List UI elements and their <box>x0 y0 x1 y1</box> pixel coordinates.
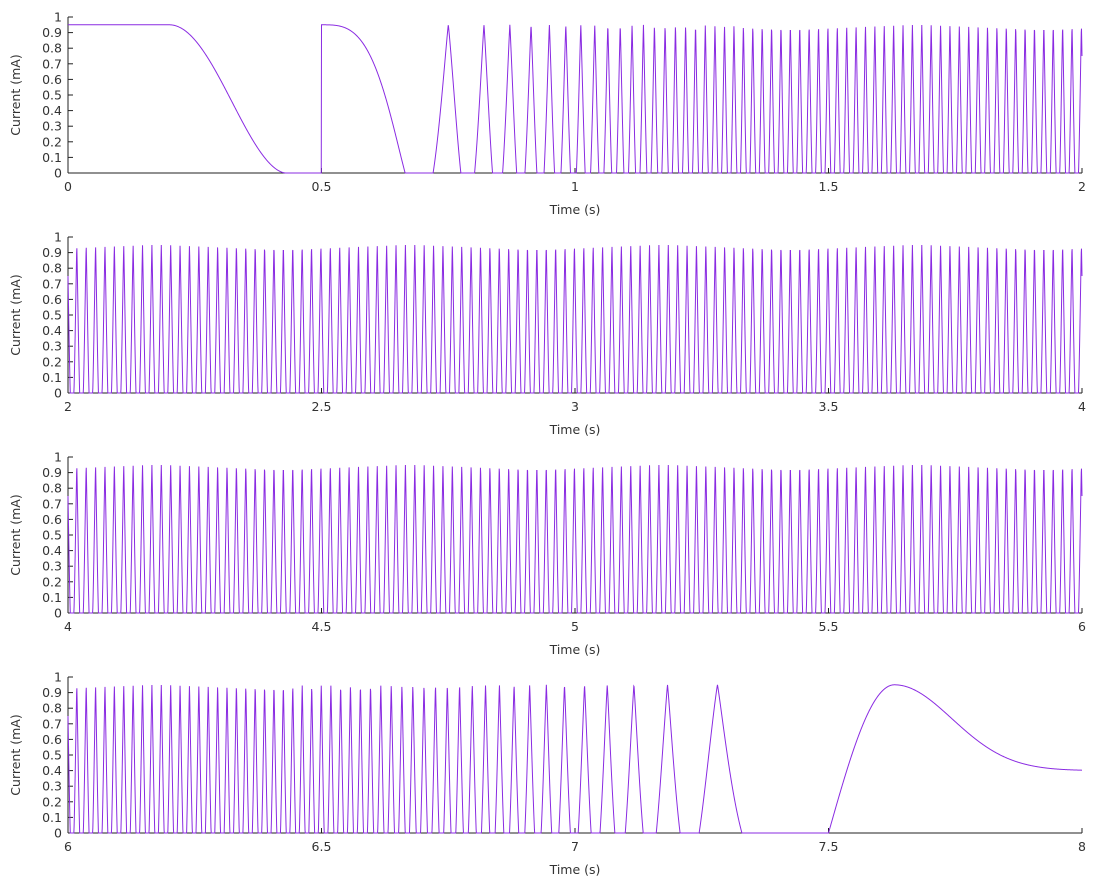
x-tick-label: 2.5 <box>312 399 332 414</box>
x-tick-label: 6.5 <box>312 839 332 854</box>
y-tick-label: 0.2 <box>42 574 62 589</box>
x-tick-label: 4 <box>64 619 72 634</box>
y-tick-label: 0.5 <box>42 88 62 103</box>
panel-3: 00.10.20.30.40.50.60.70.80.91 4 4.5 5 5.5 6 Ti… <box>8 450 1086 658</box>
y-tick-label: 0.3 <box>42 119 62 134</box>
y-tick-label: 0.2 <box>42 354 62 369</box>
x-axis-label: Time (s) <box>549 862 601 877</box>
x-axis-label: Time (s) <box>549 202 601 217</box>
y-tick-label: 0.6 <box>42 732 62 747</box>
x-tick-label: 7 <box>571 839 579 854</box>
y-tick-label: 1 <box>54 450 62 465</box>
x-tick-label: 5 <box>571 619 579 634</box>
y-tick-label: 0.4 <box>42 103 62 118</box>
y-axis-label: Current (mA) <box>8 494 23 575</box>
x-tick-label: 6 <box>64 839 72 854</box>
y-tick-label: 0.6 <box>42 292 62 307</box>
x-tick-label: 3 <box>571 399 579 414</box>
x-tick-label: 8 <box>1078 839 1086 854</box>
y-tick-label: 0 <box>54 826 62 841</box>
x-tick-label: 1.5 <box>819 179 839 194</box>
series-line <box>68 24 1083 174</box>
series-line <box>67 684 1082 834</box>
y-tick-label: 0.9 <box>42 685 62 700</box>
y-tick-label: 0.3 <box>42 339 62 354</box>
y-tick-label: 0.1 <box>42 810 62 825</box>
y-tick-label: 0 <box>54 386 62 401</box>
x-axis-label: Time (s) <box>549 642 601 657</box>
y-tick-label: 0.7 <box>42 276 62 291</box>
y-tick-label: 0.1 <box>42 590 62 605</box>
y-tick-label: 0.1 <box>42 150 62 165</box>
y-tick-label: 0.9 <box>42 465 62 480</box>
y-axis-label: Current (mA) <box>8 714 23 795</box>
y-tick-label: 0.8 <box>42 481 62 496</box>
x-tick-label: 7.5 <box>819 839 839 854</box>
y-tick-label: 0.8 <box>42 701 62 716</box>
y-tick-label: 0.8 <box>42 41 62 56</box>
y-tick-label: 0.5 <box>42 748 62 763</box>
x-tick-label: 5.5 <box>819 619 839 634</box>
y-tick-label: 0.5 <box>42 528 62 543</box>
y-tick-label: 0.4 <box>42 323 62 338</box>
y-axis-label: Current (mA) <box>8 274 23 355</box>
y-tick-label: 0 <box>54 166 62 181</box>
y-tick-label: 0.8 <box>42 261 62 276</box>
y-tick-label: 0.7 <box>42 56 62 71</box>
y-tick-label: 0.4 <box>42 543 62 558</box>
y-tick-label: 1 <box>54 10 62 25</box>
y-tick-label: 1 <box>54 670 62 685</box>
y-tick-label: 0.5 <box>42 308 62 323</box>
panel-4: 00.10.20.30.40.50.60.70.80.91 6 6.5 7 7.5 8 Ti… <box>8 670 1086 878</box>
x-tick-label: 0 <box>64 179 72 194</box>
y-axis-label: Current (mA) <box>8 54 23 135</box>
x-tick-label: 2 <box>64 399 72 414</box>
panel-1: 00.10.20.30.40.50.60.70.80.910 0.5 1 1.5 2Ti… <box>8 10 1086 218</box>
y-tick-label: 0.2 <box>42 794 62 809</box>
x-tick-label: 6 <box>1078 619 1086 634</box>
y-tick-label: 0.9 <box>42 25 62 40</box>
y-tick-label: 1 <box>54 230 62 245</box>
y-tick-label: 0.3 <box>42 559 62 574</box>
y-tick-label: 0.4 <box>42 763 62 778</box>
y-tick-label: 0.3 <box>42 779 62 794</box>
x-axis-label: Time (s) <box>549 422 601 437</box>
x-tick-label: 2 <box>1078 179 1086 194</box>
y-tick-label: 0.6 <box>42 512 62 527</box>
x-tick-label: 3.5 <box>819 399 839 414</box>
y-tick-label: 0.6 <box>42 72 62 87</box>
x-tick-label: 1 <box>571 179 579 194</box>
y-tick-label: 0.2 <box>42 134 62 149</box>
x-tick-label: 4 <box>1078 399 1086 414</box>
y-tick-label: 0 <box>54 606 62 621</box>
y-tick-label: 0.1 <box>42 370 62 385</box>
y-tick-label: 0.7 <box>42 716 62 731</box>
x-tick-label: 0.5 <box>312 179 332 194</box>
y-tick-label: 0.7 <box>42 496 62 511</box>
series-line <box>67 244 1083 394</box>
y-tick-label: 0.9 <box>42 245 62 260</box>
x-tick-label: 4.5 <box>312 619 332 634</box>
series-line <box>67 464 1083 614</box>
panel-2: 00.10.20.30.40.50.60.70.80.91 2 2.5 3 3.5 4 Ti… <box>8 230 1086 438</box>
